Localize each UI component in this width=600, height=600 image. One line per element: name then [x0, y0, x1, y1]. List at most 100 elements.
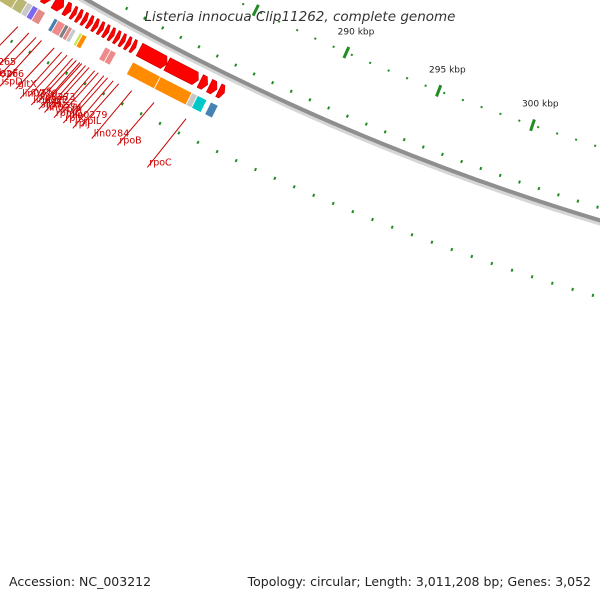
outer-tick-dot — [550, 281, 554, 285]
inner-tick-dot — [498, 173, 502, 178]
outer-tick-dot — [102, 92, 106, 96]
outer-tick-dots — [9, 39, 595, 298]
outer-tick-dot — [530, 275, 534, 279]
ruler-major-tick — [251, 4, 260, 17]
genome-backbone — [77, 0, 600, 226]
gene-leader-line — [146, 118, 187, 168]
gene-leader-line — [44, 65, 86, 113]
accession-text: Accession: NC_003212 — [9, 574, 152, 589]
ruler-dot — [442, 91, 446, 95]
ruler-dot — [461, 98, 465, 102]
cds-arrow — [39, 0, 52, 5]
outer-tick-dot — [64, 71, 69, 76]
gene-label: lin0274 — [47, 103, 82, 114]
inner-tick-dot — [576, 199, 580, 203]
gene-leader-line — [62, 75, 105, 124]
cds-arrow — [122, 36, 133, 51]
cds-arrow — [215, 83, 226, 99]
gene-label: lin0284 — [94, 129, 129, 140]
gene-leader-line — [0, 40, 42, 87]
cds-arrow — [106, 27, 117, 42]
cds-arrow — [90, 17, 100, 33]
cds-arrow — [73, 8, 84, 23]
outer-tick-dot — [139, 111, 143, 116]
gene-label: gltX — [18, 79, 37, 90]
inner-tick-dot — [556, 193, 560, 197]
ruler-dot — [259, 11, 263, 15]
gene-leader-line — [37, 60, 77, 103]
ruler-tick-label: 290 kbp — [338, 28, 375, 38]
cog-block — [65, 27, 77, 44]
cds-arrow — [68, 5, 79, 20]
outer-tick-dot — [83, 81, 87, 86]
inner-tick-dot — [143, 16, 147, 20]
outer-tick-dot — [490, 261, 494, 266]
inner-tick-dot — [161, 26, 165, 30]
cog-block — [75, 33, 88, 50]
outer-tick-dot — [234, 158, 238, 163]
ruler-dot — [593, 144, 597, 147]
outer-tick-dot — [312, 193, 316, 198]
gene-label: rpoB — [119, 135, 141, 146]
outer-tick-dot — [510, 268, 514, 272]
gene-leader-line — [80, 83, 120, 127]
outer-tick-dot — [9, 39, 14, 44]
inner-tick-dot — [197, 45, 201, 49]
outer-tick-dot — [28, 50, 32, 54]
inner-tick-dot — [308, 98, 312, 102]
gene-leader-line — [91, 90, 133, 139]
outer-tick-dot — [158, 121, 162, 126]
outer-tick-dot — [215, 149, 219, 154]
inner-tick-dot — [289, 89, 293, 94]
cds-arrow — [111, 30, 122, 45]
outer-tick-dot — [351, 209, 355, 214]
outer-tick-dot — [410, 233, 414, 237]
inner-tick-dot — [383, 130, 387, 134]
ruler-dot — [368, 61, 372, 65]
ruler-tick-labels: 265 kbp270 kbp275 kbp280 kbp285 kbp290 k… — [251, 4, 559, 132]
outer-tick-dot — [46, 61, 50, 65]
ruler-dot — [555, 132, 559, 135]
backbone-shadow — [79, 0, 600, 225]
outer-tick-dot — [470, 254, 474, 259]
ruler-dot — [405, 76, 409, 80]
gene-label: lin0272 — [33, 95, 68, 106]
cog-category-track — [0, 0, 219, 119]
inner-tick-dot — [364, 122, 368, 126]
inner-tick-dot — [327, 106, 331, 110]
outer-tick-dot — [450, 247, 454, 252]
inner-tick-dot — [537, 186, 541, 191]
inner-tick-dots — [107, 0, 599, 209]
cds-arrow — [196, 74, 208, 90]
ruler-major-tick — [435, 84, 443, 97]
ruler-dots — [241, 2, 597, 147]
outer-tick-dot — [177, 131, 181, 135]
ruler-tick-label: 300 kbp — [522, 100, 559, 110]
gene-label: rplJ — [75, 118, 90, 129]
ruler-dot — [241, 2, 245, 6]
cds-arrow — [50, 0, 65, 12]
gene-leader-line — [0, 26, 19, 46]
ruler-dot — [480, 105, 483, 109]
gene-leader-line — [19, 51, 62, 99]
inner-tick-dot — [421, 145, 425, 149]
outer-tick-dot — [292, 185, 296, 189]
outer-tick-dot — [390, 225, 394, 229]
inner-tick-dot — [402, 137, 406, 142]
outer-tick-dot — [120, 102, 124, 106]
ruler-tick-label: 295 kbp — [429, 65, 466, 75]
cds-arrow — [117, 33, 127, 48]
inner-tick-dot — [596, 205, 599, 209]
gene-leader-line — [72, 80, 114, 129]
outer-tick-dot — [430, 240, 434, 244]
gene-leader-line — [43, 63, 83, 106]
gene-leader-line — [0, 32, 30, 66]
ruler-major-tick — [529, 119, 536, 132]
gene-labels: lin0258lin0259lysSlinr01linr02lint03lint… — [0, 26, 187, 168]
cds-arrow — [128, 38, 138, 54]
gene-label: lin0266 — [0, 69, 24, 80]
ruler-dot — [518, 119, 521, 122]
ruler-dot — [387, 69, 390, 72]
gene-leader-line — [50, 67, 90, 110]
cds-arrow — [163, 57, 199, 85]
